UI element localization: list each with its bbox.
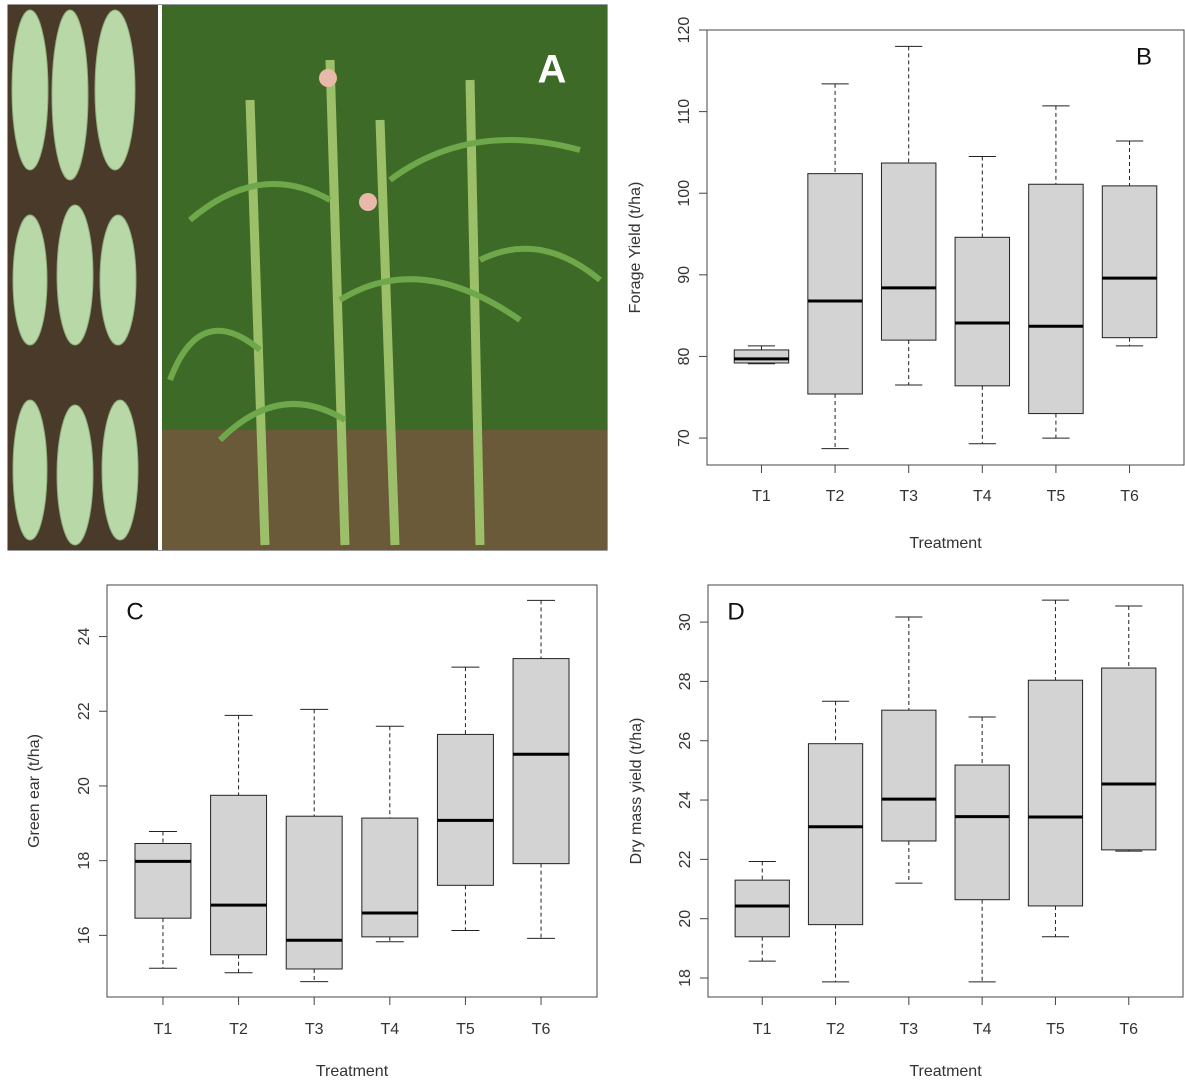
tassel [359,193,377,211]
x-tick-label: T5 [1047,488,1066,505]
leaves [167,137,602,443]
x-tick-label: T4 [380,1021,399,1038]
box [361,817,419,938]
box [954,764,1010,901]
stalks [245,59,485,546]
y-tick-label: 100 [676,180,693,207]
box [880,162,937,341]
x-tick-label: T2 [826,1021,845,1038]
box [210,794,268,956]
panel-label: B [1136,43,1152,70]
y-tick-label: 28 [677,672,694,690]
x-tick-label: T3 [305,1021,324,1038]
box [1101,185,1158,339]
box [285,815,343,970]
y-tick-label: 20 [677,910,694,928]
box [1101,667,1157,851]
x-tick-label: T6 [1120,488,1139,505]
box [807,173,863,395]
y-tick-label: 18 [677,969,694,987]
x-tick-label: T6 [532,1021,551,1038]
y-axis-title: Dry mass yield (t/ha) [628,718,645,865]
box [881,709,937,842]
x-tick-label: T2 [229,1021,248,1038]
y-tick-label: 16 [76,926,93,944]
x-tick-label: T2 [826,488,845,505]
ground [162,430,607,550]
box [1027,679,1084,907]
box [734,879,790,938]
y-tick-label: 120 [676,17,693,44]
box [733,349,790,364]
box [1028,183,1084,415]
y-tick-label: 22 [76,702,93,720]
x-tick-label: T4 [973,1021,992,1038]
panel-label: A [538,48,567,92]
divider [158,5,162,550]
x-tick-label: T3 [900,1021,919,1038]
photo: A [7,4,608,551]
x-tick-label: T1 [752,488,771,505]
x-tick-label: T5 [456,1021,475,1038]
x-tick-label: T1 [753,1021,772,1038]
x-tick-label: T5 [1046,1021,1065,1038]
panel-label: C [126,598,143,625]
y-axis-title: Green ear (t/ha) [26,734,43,848]
y-tick-label: 24 [677,791,694,809]
y-tick-label: 30 [677,613,694,631]
box [512,658,570,865]
y-tick-label: 90 [676,266,693,284]
corn-ears [11,9,139,546]
box [954,236,1011,387]
x-axis-title: Treatment [909,1063,982,1080]
x-tick-label: T4 [973,488,992,505]
y-tick-label: 24 [76,628,93,646]
y-tick-label: 26 [677,732,694,750]
y-tick-label: 22 [677,850,694,868]
tassel [319,69,337,87]
box [134,842,192,919]
box [436,733,494,886]
y-tick-label: 18 [76,852,93,870]
y-tick-label: 80 [676,347,693,365]
y-axis-title: Forage Yield (t/ha) [627,182,644,314]
y-tick-label: 110 [676,99,693,125]
x-axis-title: Treatment [909,535,982,552]
y-tick-label: 70 [676,429,693,447]
box [807,743,864,926]
x-tick-label: T3 [899,488,918,505]
x-axis-title: Treatment [316,1063,389,1080]
y-tick-label: 20 [76,777,93,795]
panel-label: D [727,598,744,625]
x-tick-label: T6 [1119,1021,1138,1038]
x-tick-label: T1 [154,1021,173,1038]
